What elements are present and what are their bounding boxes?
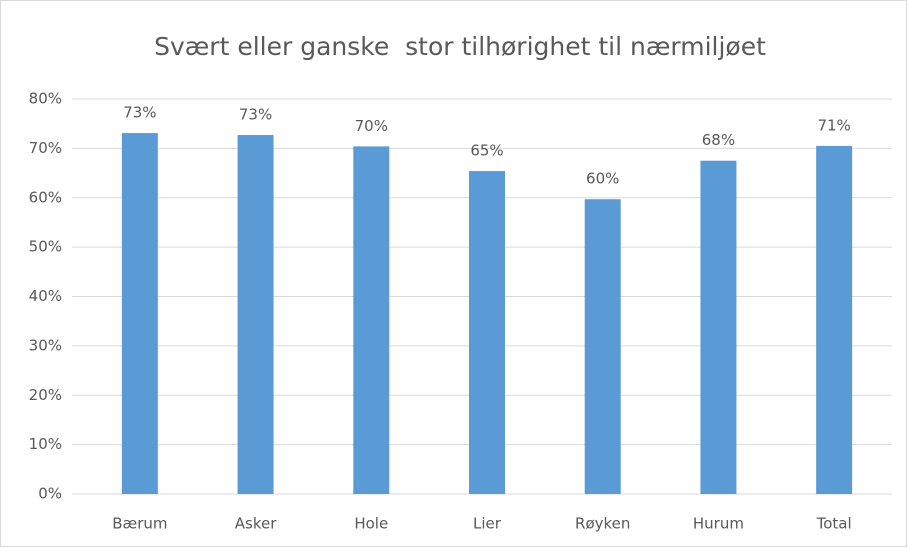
data-label: 73% <box>239 106 272 124</box>
bar <box>584 199 621 494</box>
x-tick-label: Total <box>816 515 852 533</box>
y-tick-label: 80% <box>29 90 62 108</box>
data-label: 73% <box>123 104 156 122</box>
y-tick-label: 0% <box>38 485 62 503</box>
data-label: 71% <box>817 116 850 134</box>
bar <box>237 135 274 494</box>
x-tick-label: Lier <box>473 515 502 533</box>
y-tick-label: 20% <box>29 386 62 404</box>
data-label: 70% <box>355 117 388 135</box>
data-label: 65% <box>470 142 503 160</box>
x-tick-label: Hole <box>354 515 388 533</box>
bar <box>816 145 853 494</box>
bar <box>353 146 390 494</box>
x-tick-label: Asker <box>235 515 277 533</box>
chart-title: Svært eller ganske stor tilhørighet til … <box>154 32 766 61</box>
y-tick-label: 40% <box>29 287 62 305</box>
y-tick-label: 60% <box>29 188 62 206</box>
data-label: 60% <box>586 170 619 188</box>
y-tick-label: 10% <box>29 435 62 453</box>
y-tick-label: 30% <box>29 336 62 354</box>
x-tick-label: Hurum <box>693 515 744 533</box>
y-tick-label: 70% <box>29 139 62 157</box>
x-tick-label: Bærum <box>112 515 167 533</box>
bar <box>469 171 505 494</box>
bar <box>121 133 158 494</box>
data-label: 68% <box>702 131 735 149</box>
x-tick-label: Røyken <box>575 515 630 533</box>
bar <box>700 160 737 494</box>
y-tick-label: 50% <box>29 238 62 256</box>
